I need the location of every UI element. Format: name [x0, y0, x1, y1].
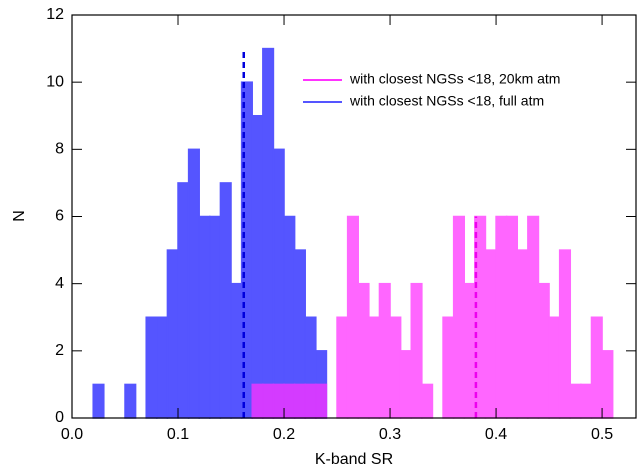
- histogram-bar: [251, 383, 264, 419]
- histogram-bar: [410, 282, 423, 419]
- histogram-bar: [92, 383, 105, 419]
- y-tick-label: 0: [55, 409, 64, 426]
- y-axis-label: N: [11, 210, 28, 222]
- histogram-bar: [262, 47, 275, 419]
- histogram-bar: [293, 383, 306, 419]
- histogram-bar: [230, 282, 243, 419]
- y-tick-label: 4: [55, 275, 64, 292]
- histogram-bar: [452, 215, 466, 419]
- histogram-bar: [166, 249, 179, 419]
- histogram-series: [92, 47, 328, 419]
- histogram-bar: [495, 215, 508, 419]
- histogram-bar: [601, 350, 614, 419]
- histogram-bar: [272, 148, 285, 419]
- legend-label: with closest NGSs <18, full atm: [349, 93, 544, 109]
- legend: with closest NGSs <18, 20km atm with clos…: [303, 71, 560, 109]
- histogram-bar: [580, 383, 593, 419]
- y-tick-label: 2: [55, 342, 64, 359]
- histogram-bar: [262, 383, 275, 419]
- histogram-bar: [505, 215, 519, 419]
- histogram-bar: [463, 282, 476, 419]
- histogram-bar: [378, 282, 391, 419]
- histogram-bar: [527, 215, 540, 419]
- histogram-bar: [537, 282, 550, 419]
- y-tick-label: 12: [46, 6, 64, 23]
- histogram-bar: [548, 316, 561, 419]
- histogram-bar: [124, 383, 137, 419]
- histogram-bar: [336, 316, 349, 419]
- histogram-bar: [516, 249, 529, 419]
- histogram-series: [251, 215, 614, 419]
- histogram-bar: [399, 350, 412, 419]
- x-tick-label: 0.1: [167, 426, 189, 443]
- histogram-bar: [198, 215, 211, 419]
- histogram-bar: [145, 316, 158, 419]
- histogram-bar: [272, 383, 285, 419]
- histogram-bar: [209, 215, 222, 419]
- histogram-bar: [304, 383, 317, 419]
- histogram-bar: [590, 316, 603, 419]
- histogram-bar: [251, 115, 264, 419]
- histogram-bar: [177, 182, 190, 419]
- histogram-bar: [484, 249, 497, 419]
- y-tick-label: 6: [55, 208, 64, 225]
- histogram-bar: [368, 316, 381, 419]
- x-tick-label: 0.3: [379, 426, 401, 443]
- histogram-bar: [569, 383, 582, 419]
- histogram-bar: [421, 383, 434, 419]
- x-tick-label: 0.2: [273, 426, 295, 443]
- histogram-bar: [357, 282, 370, 419]
- histogram-bar: [442, 316, 455, 419]
- x-tick-label: 0.0: [61, 426, 83, 443]
- y-tick-label: 10: [46, 73, 64, 90]
- histogram-bar: [156, 316, 169, 419]
- histogram-bar: [558, 249, 572, 419]
- histogram-bar: [346, 215, 359, 419]
- histogram-bar: [187, 148, 200, 419]
- histogram-bar: [283, 383, 296, 419]
- histogram-bar: [315, 383, 328, 419]
- x-axis-label: K-band SR: [315, 451, 393, 468]
- x-tick-label: 0.5: [591, 426, 613, 443]
- legend-label: with closest NGSs <18, 20km atm: [349, 71, 560, 87]
- histogram-bar: [389, 316, 402, 419]
- y-tick-label: 8: [55, 141, 64, 158]
- x-tick-label: 0.4: [485, 426, 507, 443]
- histogram-bar: [219, 182, 232, 419]
